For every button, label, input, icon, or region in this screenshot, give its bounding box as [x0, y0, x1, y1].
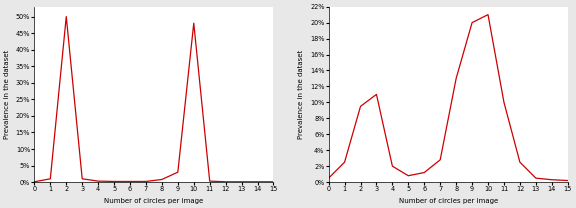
X-axis label: Number of circles per image: Number of circles per image [104, 198, 203, 204]
Y-axis label: Prevalence in the dataset: Prevalence in the dataset [298, 50, 305, 139]
X-axis label: Number of circles per image: Number of circles per image [399, 198, 498, 204]
Y-axis label: Prevalence in the dataset: Prevalence in the dataset [4, 50, 10, 139]
